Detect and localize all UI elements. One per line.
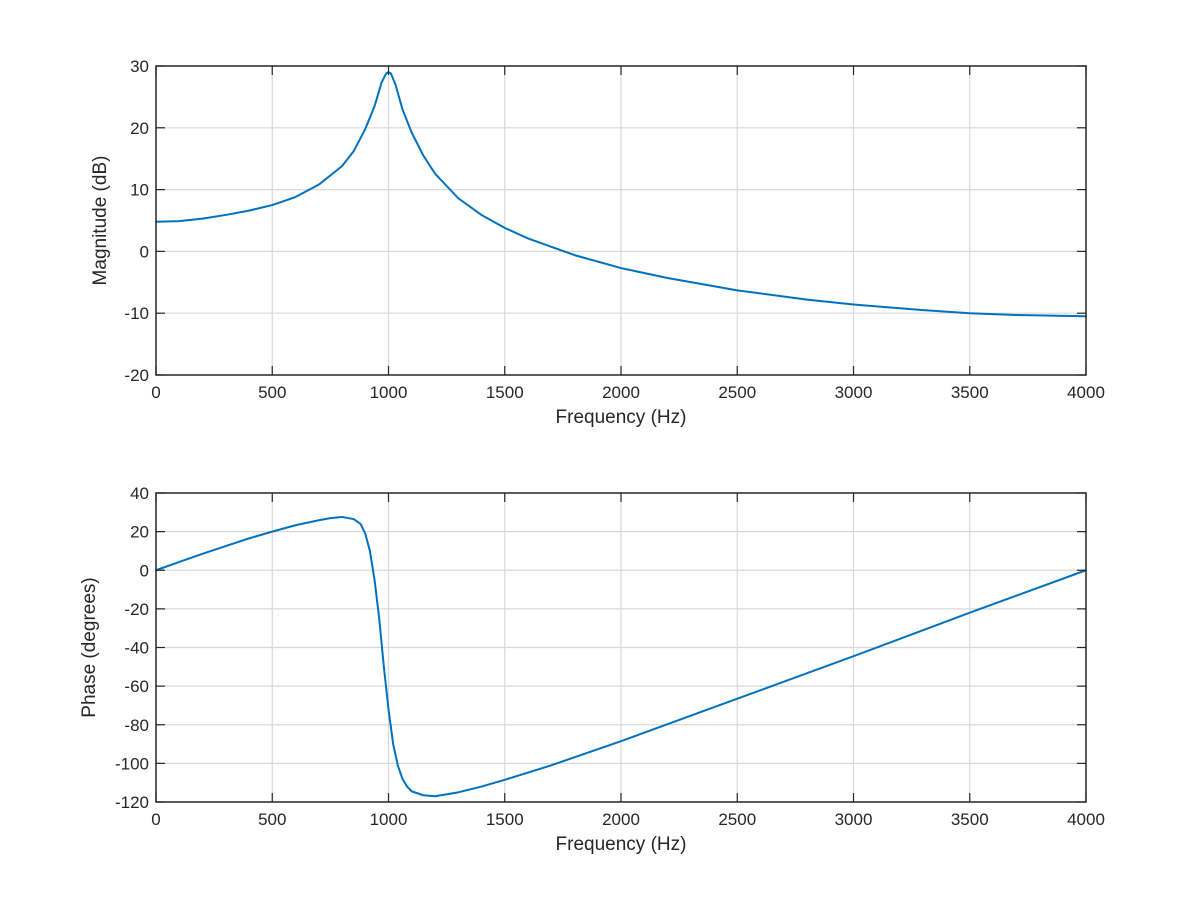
magnitude-x-tick-label: 4000	[1067, 383, 1105, 402]
magnitude-x-tick-label: 1000	[370, 383, 408, 402]
phase-y-axis-label: Phase (degrees)	[79, 577, 100, 717]
magnitude-y-tick-label: 30	[130, 57, 149, 76]
magnitude-x-tick-label: 500	[258, 383, 286, 402]
phase-x-tick-label: 3500	[951, 810, 989, 829]
magnitude-x-tick-label: 0	[151, 383, 160, 402]
phase-x-tick-label: 4000	[1067, 810, 1105, 829]
magnitude-x-tick-label: 2500	[718, 383, 756, 402]
magnitude-x-tick-label: 1500	[486, 383, 524, 402]
magnitude-y-axis-label: Magnitude (dB)	[90, 156, 111, 286]
magnitude-y-tick-label: 20	[130, 119, 149, 138]
phase-y-tick-label: 20	[130, 523, 149, 542]
magnitude-y-tick-label: 10	[130, 181, 149, 200]
phase-plot: 0 500 1000 1500 2000 2500 3000 3500 4000 -120 -100…	[79, 484, 1105, 855]
magnitude-y-tick-label: -20	[124, 366, 149, 385]
magnitude-x-tick-label: 3500	[951, 383, 989, 402]
phase-y-tick-label: -120	[115, 793, 149, 812]
phase-x-tick-label: 2000	[602, 810, 640, 829]
phase-x-tick-label: 3000	[835, 810, 873, 829]
phase-x-tick-label: 1000	[370, 810, 408, 829]
phase-y-tick-label: -40	[124, 639, 149, 658]
phase-y-tick-label: 0	[140, 561, 149, 580]
phase-y-tick-label: -80	[124, 716, 149, 735]
phase-x-tick-label: 2500	[718, 810, 756, 829]
phase-y-tick-label: -60	[124, 677, 149, 696]
magnitude-x-tick-label: 2000	[602, 383, 640, 402]
phase-x-tick-label: 0	[151, 810, 160, 829]
magnitude-y-tick-label: -10	[124, 304, 149, 323]
magnitude-plot: 0 500 1000 1500 2000 2500 3000 3500 4000 -20 -10 0 1…	[90, 57, 1105, 428]
phase-x-tick-label: 1500	[486, 810, 524, 829]
phase-y-tick-label: -100	[115, 754, 149, 773]
phase-y-tick-label: 40	[130, 484, 149, 503]
magnitude-x-tick-label: 3000	[835, 383, 873, 402]
phase-x-axis-label: Frequency (Hz)	[556, 834, 687, 855]
phase-x-tick-label: 500	[258, 810, 286, 829]
phase-series-line	[155, 515, 1087, 798]
magnitude-x-axis-label: Frequency (Hz)	[556, 407, 687, 428]
phase-y-tick-label: -20	[124, 600, 149, 619]
magnitude-y-tick-label: 0	[140, 242, 149, 261]
magnitude-series-line	[155, 71, 1087, 318]
